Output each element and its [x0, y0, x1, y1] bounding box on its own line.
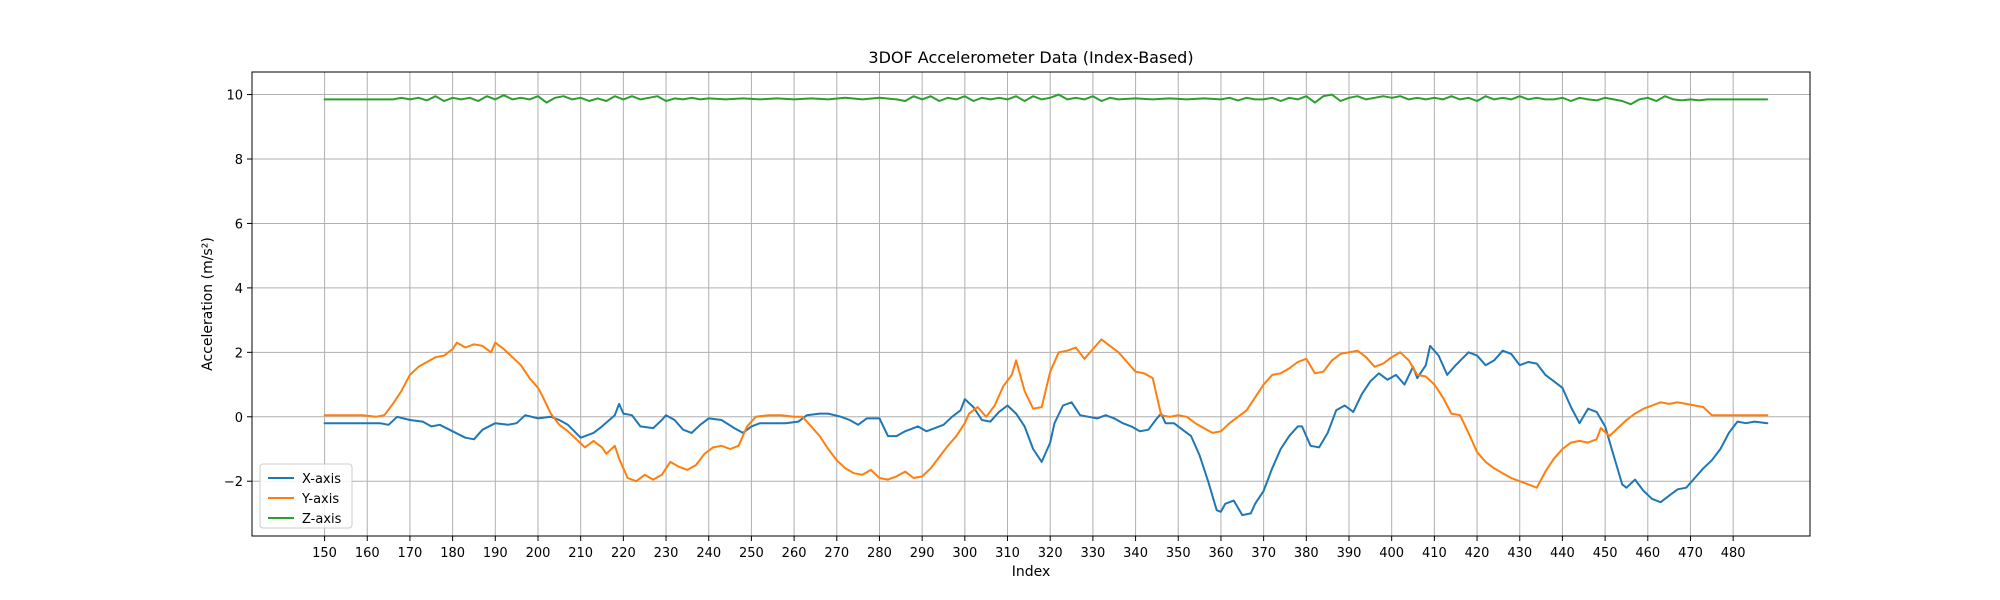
x-tick-label: 370	[1251, 546, 1276, 561]
series-line-y-axis	[323, 338, 1769, 489]
y-axis-label: Acceleration (m/s²)	[200, 237, 216, 371]
x-tick-label: 350	[1166, 546, 1191, 561]
series-line-z-axis	[323, 93, 1769, 106]
legend-label: X-axis	[302, 472, 341, 487]
x-tick-label: 340	[1123, 546, 1148, 561]
x-tick-label: 290	[910, 546, 935, 561]
legend-label: Y-axis	[301, 492, 339, 507]
y-tick-label: 4	[235, 282, 243, 297]
x-tick-label: 310	[995, 546, 1020, 561]
x-tick-label: 190	[483, 546, 508, 561]
x-tick-label: 150	[312, 546, 337, 561]
y-tick-label: 10	[226, 89, 243, 104]
legend-box	[259, 463, 353, 529]
y-tick-label: 6	[235, 217, 243, 232]
y-tick-label: 2	[235, 346, 243, 361]
legend: X-axis Y-axis Z-axis	[259, 463, 353, 529]
x-tick-label: 160	[355, 546, 380, 561]
x-tick-label: 420	[1465, 546, 1490, 561]
x-tick-label: 210	[568, 546, 593, 561]
y-tick-label: 0	[235, 411, 243, 426]
x-tick-label: 410	[1422, 546, 1447, 561]
x-tick-label: 250	[739, 546, 764, 561]
x-tick-label: 400	[1379, 546, 1404, 561]
x-axis-label: Index	[1012, 564, 1051, 580]
y-tick-label: −2	[224, 475, 243, 490]
x-tick-label: 260	[782, 546, 807, 561]
x-tick-label: 470	[1678, 546, 1703, 561]
series-lines	[323, 93, 1769, 517]
x-tick-label: 180	[440, 546, 465, 561]
x-tick-label: 230	[654, 546, 679, 561]
x-tick-label: 270	[824, 546, 849, 561]
x-tick-label: 380	[1294, 546, 1319, 561]
x-tick-label: 450	[1593, 546, 1618, 561]
x-tick-label: 330	[1080, 546, 1105, 561]
x-tick-label: 430	[1507, 546, 1532, 561]
y-axis-ticks: −2 0 2 4 6 8 10	[224, 89, 252, 490]
x-tick-label: 360	[1209, 546, 1234, 561]
x-tick-label: 320	[1038, 546, 1063, 561]
plot-area-frame	[251, 71, 1811, 537]
legend-label: Z-axis	[302, 512, 342, 527]
x-tick-label: 300	[952, 546, 977, 561]
x-tick-label: 240	[696, 546, 721, 561]
x-tick-label: 280	[867, 546, 892, 561]
x-tick-label: 460	[1635, 546, 1660, 561]
grid	[252, 72, 1810, 536]
x-tick-label: 390	[1337, 546, 1362, 561]
chart-title: 3DOF Accelerometer Data (Index-Based)	[868, 48, 1193, 67]
x-tick-label: 200	[526, 546, 551, 561]
y-tick-label: 8	[235, 153, 243, 168]
x-axis-ticks: 150 160 170 180 190 200 210 220 230 240 250 260 270 2…	[312, 536, 1746, 561]
x-tick-label: 170	[398, 546, 423, 561]
series-line-x-axis	[323, 344, 1769, 517]
x-tick-label: 480	[1721, 546, 1746, 561]
x-tick-label: 220	[611, 546, 636, 561]
x-tick-label: 440	[1550, 546, 1575, 561]
